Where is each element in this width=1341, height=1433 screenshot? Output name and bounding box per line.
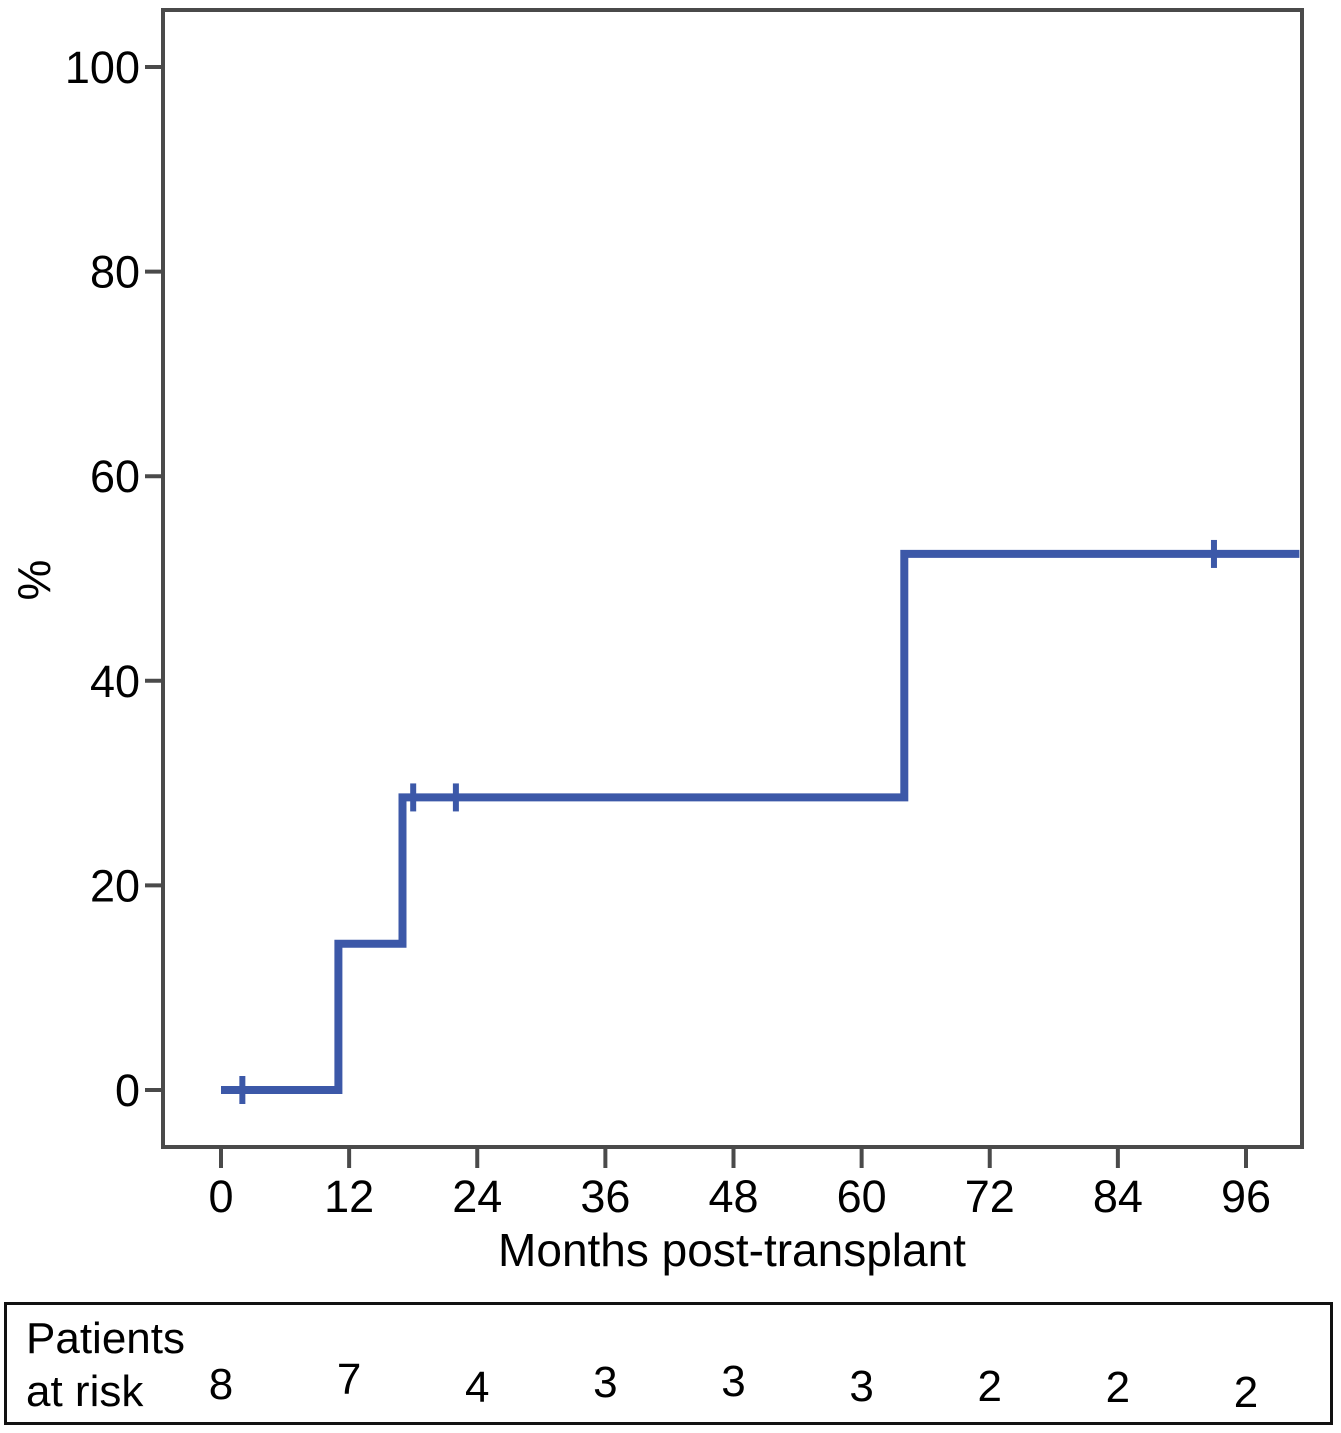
x-tick-label: 72 (965, 1171, 1015, 1222)
x-tick-label: 24 (452, 1171, 502, 1222)
y-axis-ticks: 0 20 40 60 80 100 (65, 42, 163, 1116)
y-axis-label: % (8, 560, 60, 601)
risk-count: 2 (977, 1362, 1002, 1411)
y-tick-label: 20 (90, 860, 140, 911)
risk-count: 4 (464, 1363, 490, 1412)
y-tick-label: 60 (90, 451, 140, 502)
survival-step-line (221, 549, 1300, 1094)
patients-at-risk-table: Patients at risk 8 7 4 3 3 3 2 2 2 (4, 1302, 1333, 1425)
x-tick-label: 0 (208, 1171, 233, 1222)
x-tick-label: 36 (580, 1171, 630, 1222)
x-tick-label: 84 (1093, 1171, 1143, 1222)
y-tick-label: 80 (90, 247, 140, 298)
x-axis-label: Months post-transplant (498, 1224, 966, 1276)
risk-count: 7 (336, 1355, 362, 1404)
risk-count: 3 (849, 1362, 874, 1411)
series-layer (221, 539, 1300, 1104)
risk-count: 3 (593, 1358, 618, 1407)
x-tick-label: 96 (1221, 1171, 1271, 1222)
risk-count: 2 (1233, 1368, 1259, 1417)
risk-count: 3 (721, 1357, 746, 1406)
y-tick-label: 40 (90, 656, 140, 707)
risk-count: 2 (1105, 1363, 1131, 1412)
x-axis-ticks: 0 12 24 36 48 60 72 84 96 (208, 1147, 1271, 1222)
plot-border (161, 8, 1304, 1149)
y-tick-label: 100 (65, 42, 140, 93)
risk-table-label: Patients at risk (26, 1312, 185, 1418)
y-tick-label: 0 (115, 1065, 140, 1116)
risk-label-line1: Patients (26, 1314, 185, 1363)
x-tick-label: 60 (837, 1171, 887, 1222)
risk-label-line2: at risk (26, 1367, 144, 1416)
x-tick-label: 48 (708, 1171, 758, 1222)
x-tick-label: 12 (324, 1171, 374, 1222)
survival-chart: 0 20 40 60 80 100 0 12 24 36 48 60 72 84 96 % Months … (8, 8, 1304, 1276)
risk-count: 8 (208, 1360, 234, 1409)
